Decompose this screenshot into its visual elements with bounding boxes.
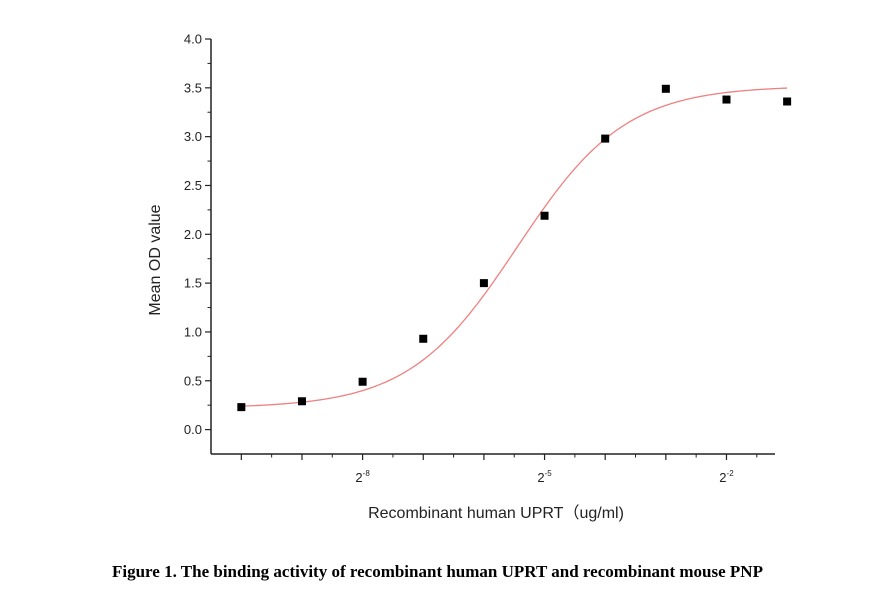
- data-point: [661, 84, 670, 93]
- data-point: [419, 334, 428, 343]
- data-points-layer: [237, 84, 792, 412]
- y-tick-label: 3.0: [184, 129, 202, 144]
- data-point: [237, 403, 246, 412]
- data-point: [540, 211, 549, 220]
- y-tick-label: 0.5: [184, 373, 202, 388]
- y-tick-label: 1.5: [184, 276, 202, 291]
- y-tick-label: 0.0: [184, 422, 202, 437]
- y-tick-label: 1.0: [184, 324, 202, 339]
- data-point: [358, 377, 367, 386]
- x-tick-label: 2-5: [537, 469, 552, 485]
- x-tick-label: 2-2: [719, 469, 734, 485]
- data-point: [601, 134, 610, 143]
- y-tick-label: 4.0: [184, 32, 202, 47]
- y-tick-label: 2.5: [184, 178, 202, 193]
- data-point: [722, 95, 731, 104]
- chart-axes: [205, 38, 775, 460]
- y-tick-label: 3.5: [184, 80, 202, 95]
- fit-curve-layer: [241, 87, 788, 407]
- data-point: [297, 397, 306, 406]
- binding-activity-chart: 0.0 0.5 1.0 1.5 2.0 2.5 3.0 3.5 4.0 2-8 2-5 2-2 Rec…: [147, 32, 792, 522]
- data-point: [479, 279, 488, 288]
- data-point: [783, 97, 792, 106]
- x-axis-title: Recombinant human UPRT（ug/ml): [368, 504, 624, 522]
- tick-labels-layer: 0.0 0.5 1.0 1.5 2.0 2.5 3.0 3.5 4.0 2-8 2-5 2-2: [184, 32, 734, 486]
- y-tick-label: 2.0: [184, 227, 202, 242]
- fit-curve: [241, 87, 788, 407]
- y-axis-title: Mean OD value: [147, 204, 164, 315]
- x-tick-label: 2-8: [355, 469, 370, 485]
- figure-caption: Figure 1. The binding activity of recomb…: [112, 562, 763, 581]
